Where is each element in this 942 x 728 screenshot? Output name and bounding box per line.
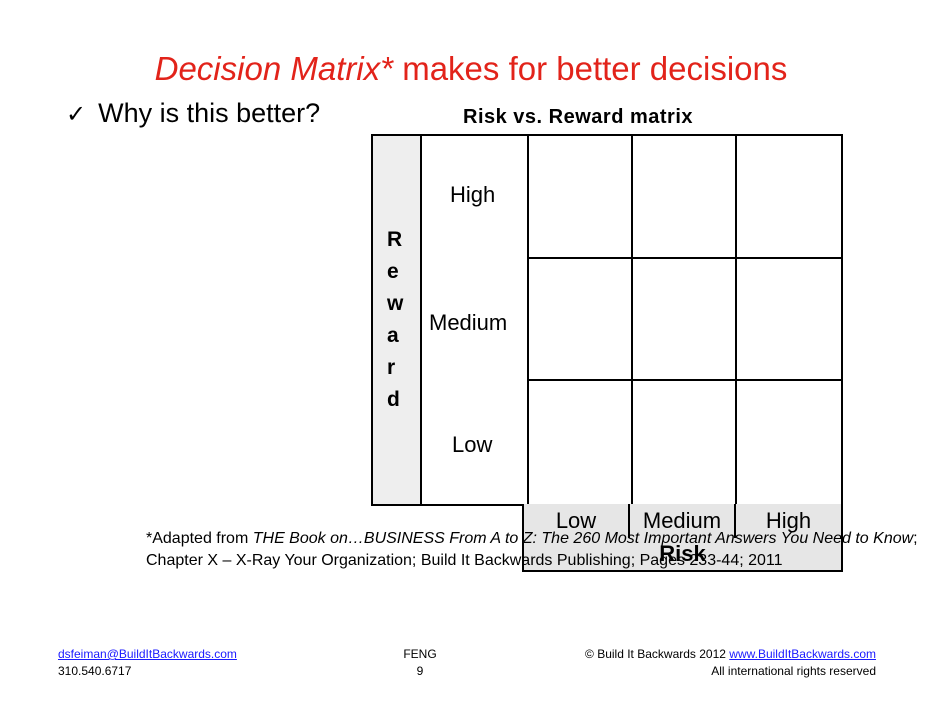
reward-axis-column: R e w a r d bbox=[373, 136, 422, 504]
footnote: *Adapted from THE Book on…BUSINESS From … bbox=[146, 528, 942, 572]
footer-email-link[interactable]: dsfeiman@BuildItBackwards.com bbox=[58, 647, 237, 661]
matrix-cell bbox=[529, 136, 633, 259]
reward-letter: d bbox=[387, 388, 400, 411]
risk-level-medium: Medium bbox=[630, 504, 736, 538]
reward-levels-column: High Medium Low bbox=[422, 136, 529, 504]
reward-level-high: High bbox=[450, 182, 496, 207]
footnote-prefix: *Adapted from bbox=[146, 530, 253, 547]
matrix-cell bbox=[529, 258, 633, 382]
reward-level-low: Low bbox=[452, 432, 493, 457]
matrix-grid bbox=[529, 136, 841, 504]
slide-title: Decision Matrix* makes for better decisi… bbox=[0, 50, 942, 88]
reward-letter: R bbox=[387, 228, 403, 251]
matrix-cell bbox=[633, 381, 737, 504]
matrix-cell bbox=[633, 136, 737, 259]
checkmark-icon: ✓ bbox=[66, 101, 87, 128]
reward-level-medium: Medium bbox=[429, 310, 508, 335]
reward-letter: r bbox=[387, 356, 396, 379]
footnote-rest: ; Chapter X – X-Ray Your Organization; B… bbox=[146, 530, 918, 569]
footer-contact: dsfeiman@BuildItBackwards.com 310.540.67… bbox=[58, 646, 237, 680]
page-number: 9 bbox=[416, 664, 424, 678]
risk-reward-matrix: R e w a r d High Medium Low bbox=[371, 134, 843, 506]
title-italic: Decision Matrix* bbox=[154, 50, 394, 87]
rights-text: All international rights reserved bbox=[711, 664, 876, 678]
copyright-text: © Build It Backwards 2012 bbox=[585, 647, 730, 661]
bullet-text: Why is this better? bbox=[98, 98, 321, 128]
risk-axis-bar: Low Medium High Risk bbox=[522, 504, 843, 572]
risk-level-low: Low bbox=[524, 504, 630, 538]
risk-axis-label: Risk bbox=[659, 541, 706, 566]
reward-letter: w bbox=[387, 292, 404, 315]
title-rest: makes for better decisions bbox=[393, 50, 788, 87]
footer-copyright: © Build It Backwards 2012 www.BuildItBac… bbox=[585, 646, 876, 680]
footer-website-link[interactable]: www.BuildItBackwards.com bbox=[729, 647, 876, 661]
matrix-cell bbox=[737, 259, 841, 382]
bullet-item: ✓ Why is this better? bbox=[66, 98, 320, 129]
footer-phone: 310.540.6717 bbox=[58, 664, 132, 678]
footer-center: FENG 9 bbox=[395, 646, 445, 680]
footer-center-label: FENG bbox=[403, 647, 437, 661]
matrix-cell bbox=[737, 136, 841, 259]
reward-axis-label: R e w a r d bbox=[373, 224, 422, 416]
risk-level-high: High bbox=[765, 508, 812, 533]
matrix-cell bbox=[737, 381, 841, 504]
risk-levels: Low Medium High bbox=[524, 504, 841, 538]
reward-letter: e bbox=[387, 260, 399, 283]
matrix-cell bbox=[529, 381, 633, 504]
reward-letter: a bbox=[387, 324, 399, 347]
matrix-cell bbox=[633, 258, 737, 382]
footnote-book-title: THE Book on…BUSINESS From A to Z: The 26… bbox=[252, 530, 914, 547]
matrix-title: Risk vs. Reward matrix bbox=[463, 106, 693, 128]
